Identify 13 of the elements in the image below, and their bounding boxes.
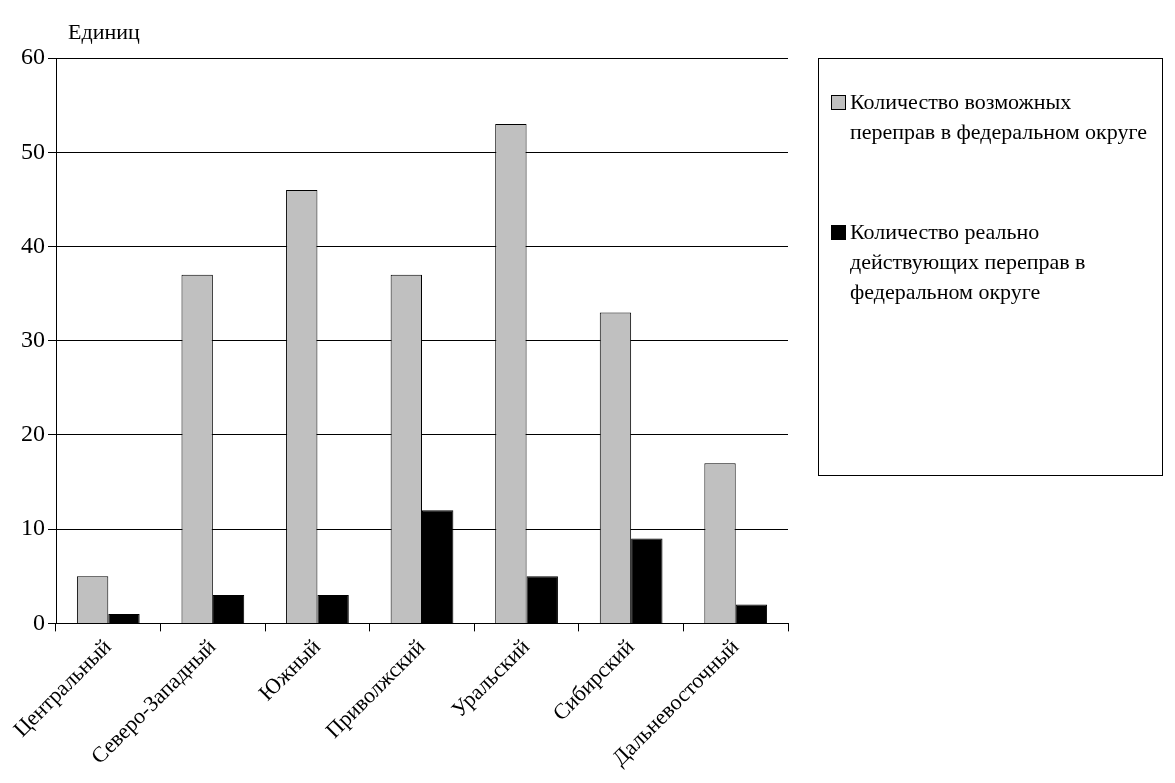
y-axis-title: Единиц bbox=[68, 18, 140, 44]
y-tick-label: 40 bbox=[21, 231, 45, 258]
bar bbox=[212, 595, 245, 623]
y-tick-label: 60 bbox=[21, 43, 45, 70]
bar bbox=[526, 576, 558, 623]
y-tick-label: 0 bbox=[33, 608, 45, 635]
legend-label: Количество реально действующих переправ в федеральном округе bbox=[850, 218, 1087, 306]
y-tick-label: 10 bbox=[21, 514, 45, 541]
legend-label: Количество возможных переправ в федеральном округе bbox=[850, 88, 1148, 146]
y-tick-label: 20 bbox=[21, 420, 45, 447]
y-tick-label: 30 bbox=[21, 325, 45, 352]
y-tick-label: 50 bbox=[21, 137, 45, 164]
bar bbox=[735, 604, 768, 623]
